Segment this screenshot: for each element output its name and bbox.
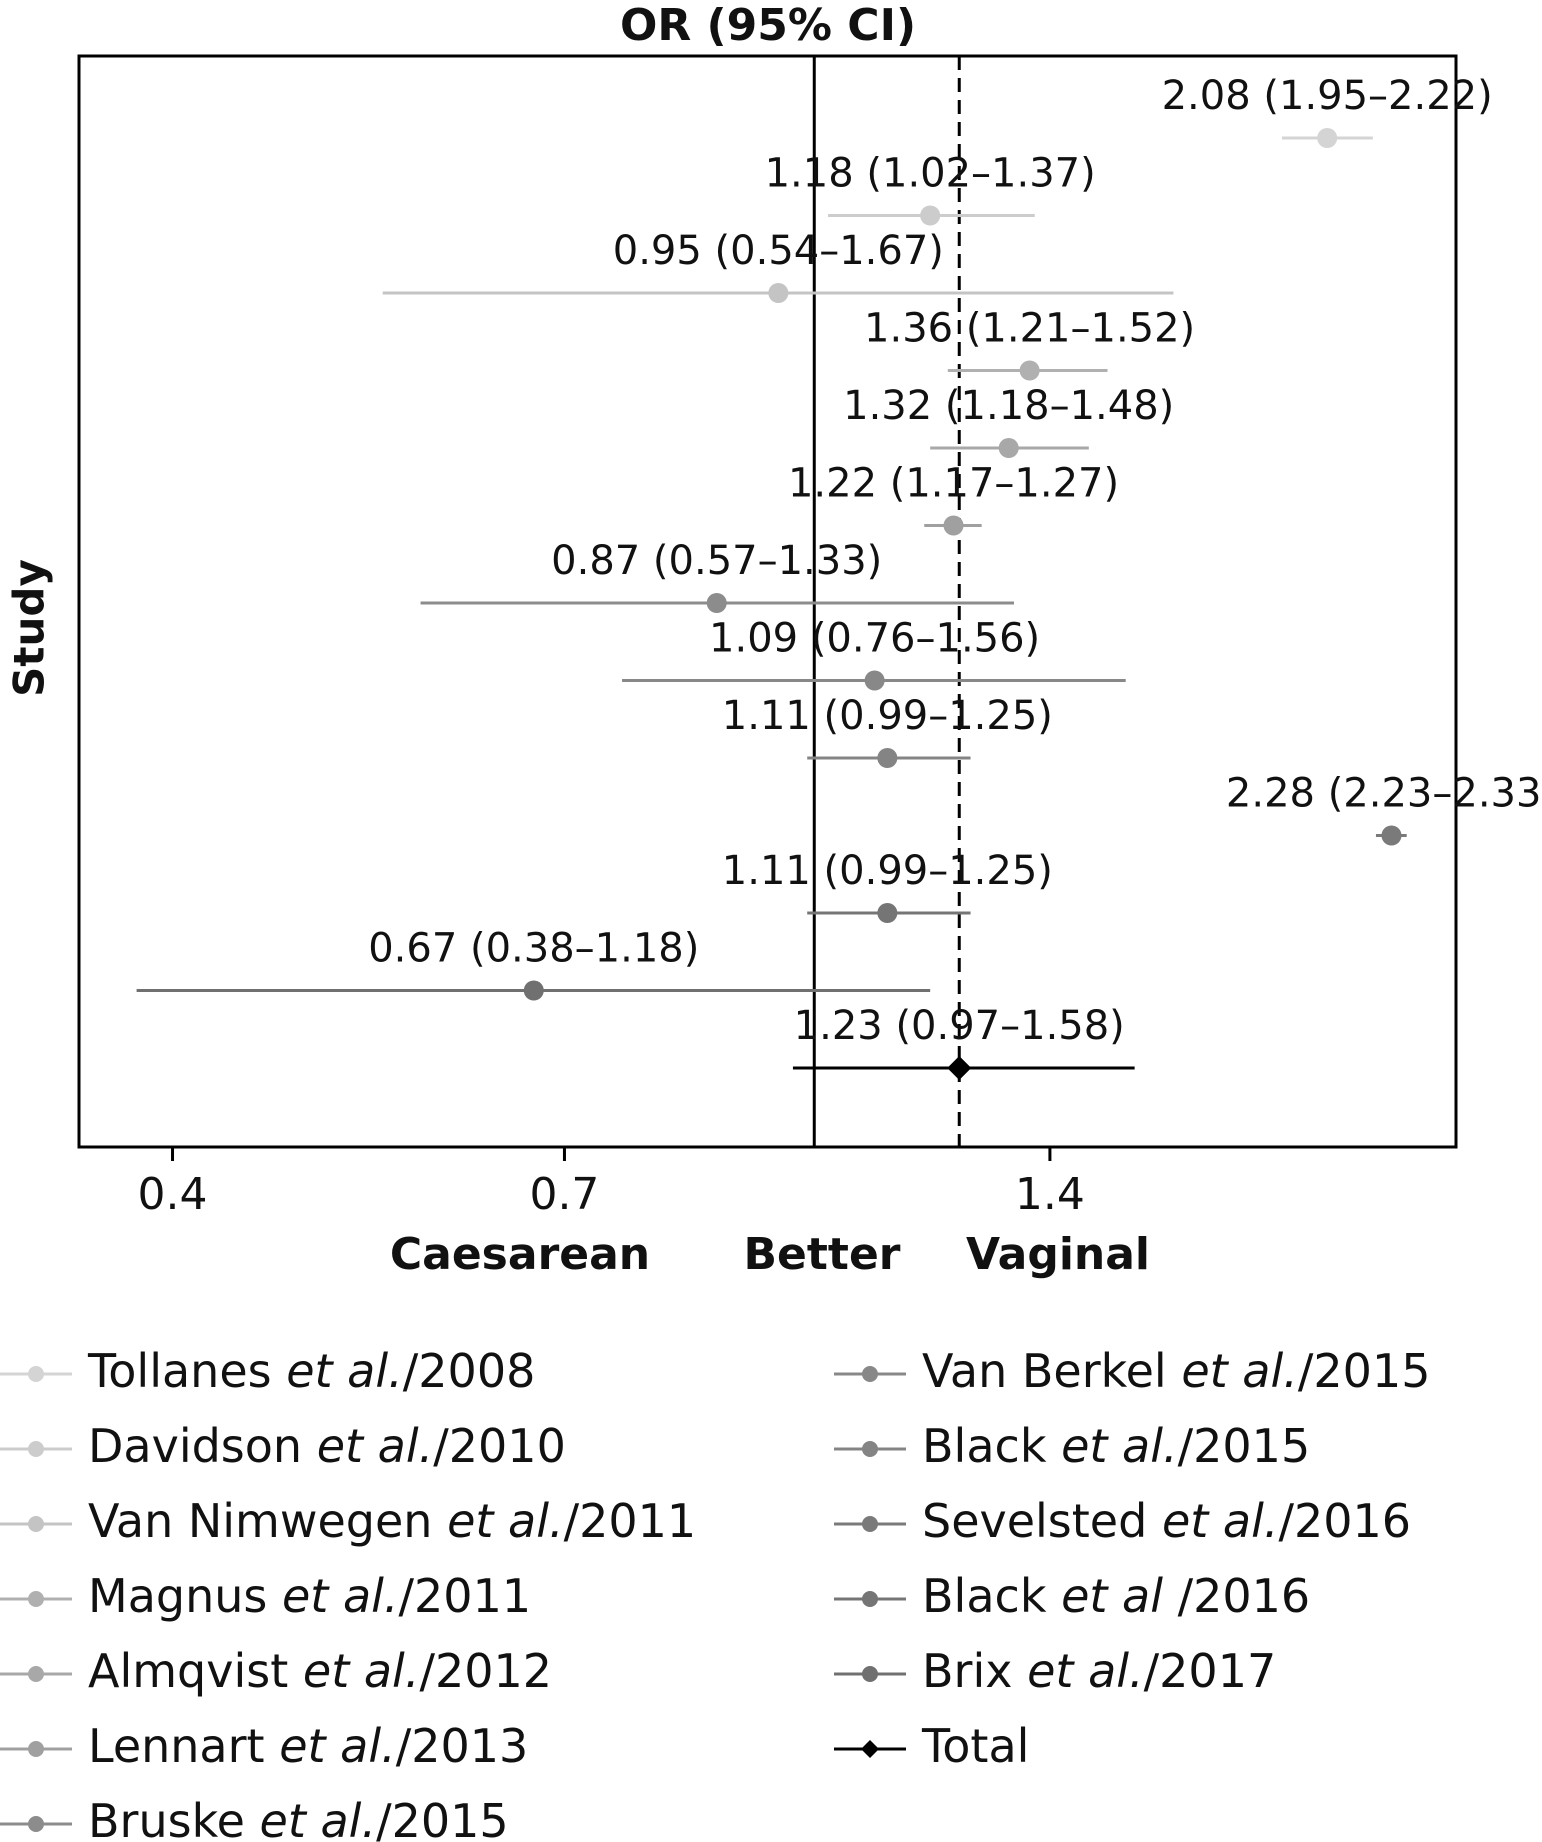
legend-marker (28, 1591, 44, 1607)
value-label: 1.23 (0.97–1.58) (794, 1003, 1125, 1049)
value-label: 1.11 (0.99–1.25) (722, 848, 1053, 894)
legend-marker (28, 1441, 44, 1457)
legend-marker (862, 1366, 878, 1382)
legend-marker (862, 1591, 878, 1607)
value-label: 0.87 (0.57–1.33) (551, 538, 882, 584)
point-estimate (768, 283, 789, 303)
value-label: 1.32 (1.18–1.48) (843, 383, 1174, 429)
value-label: 1.22 (1.17–1.27) (788, 461, 1119, 507)
legend-label: Black et al /2016 (922, 1569, 1310, 1623)
point-estimate (943, 515, 964, 536)
x-tick-label: 0.7 (529, 1169, 599, 1220)
legend-marker (28, 1741, 44, 1757)
value-label: 0.95 (0.54–1.67) (613, 228, 944, 274)
y-axis-label: Study (5, 559, 54, 697)
x-axis-label: Vaginal (966, 1229, 1150, 1280)
chart-title: OR (95% CI) (620, 0, 916, 51)
legend-label: Almqvist et al./2012 (88, 1644, 552, 1698)
legend-label: Bruske et al./2015 (88, 1794, 509, 1842)
x-tick-label: 0.4 (138, 1169, 208, 1220)
point-estimate (877, 903, 898, 923)
legend-marker (862, 1441, 878, 1457)
legend-label: Total (921, 1719, 1029, 1773)
legend-label: Van Berkel et al./2015 (922, 1344, 1430, 1398)
plot-frame (77, 54, 1458, 1149)
legend-label: Tollanes et al./2008 (87, 1344, 535, 1398)
point-estimate (1317, 128, 1338, 148)
point-estimate (920, 205, 941, 226)
point-estimate (523, 980, 544, 1001)
legend-label: Davidson et al./2010 (88, 1419, 566, 1473)
point-estimate (1381, 825, 1402, 846)
legend-label: Van Nimwegen et al./2011 (88, 1494, 696, 1548)
value-label: 1.11 (0.99–1.25) (722, 693, 1053, 739)
value-label: 2.08 (1.95–2.22) (1162, 73, 1493, 119)
legend-label: Magnus et al./2011 (88, 1569, 531, 1623)
value-label: 2.28 (2.23–2.33) (1226, 771, 1542, 817)
point-estimate (1019, 360, 1040, 381)
value-label: 1.36 (1.21–1.52) (864, 306, 1195, 352)
legend-marker (862, 1516, 878, 1532)
legend-marker (862, 1666, 878, 1682)
legend-label: Lennart et al./2013 (88, 1719, 528, 1773)
legend-marker (28, 1366, 44, 1382)
point-estimate (998, 438, 1019, 458)
value-label: 1.18 (1.02–1.37) (765, 151, 1096, 197)
legend-marker (861, 1740, 879, 1758)
value-label: 1.09 (0.76–1.56) (709, 616, 1040, 662)
legend-marker (28, 1666, 44, 1682)
legend-label: Sevelsted et al./2016 (922, 1494, 1411, 1548)
legend-marker (28, 1516, 44, 1532)
legend-label: Brix et al./2017 (922, 1644, 1276, 1698)
legend-marker (28, 1816, 44, 1832)
x-axis-label: Better (744, 1229, 901, 1280)
value-label: 0.67 (0.38–1.18) (368, 926, 699, 972)
point-estimate (877, 748, 898, 768)
legend-label: Black et al./2015 (922, 1419, 1310, 1473)
point-estimate (947, 1056, 972, 1080)
x-axis-label: Caesarean (390, 1229, 650, 1280)
point-estimate (706, 593, 727, 613)
x-tick-label: 1.4 (1015, 1169, 1085, 1220)
point-estimate (864, 670, 885, 691)
